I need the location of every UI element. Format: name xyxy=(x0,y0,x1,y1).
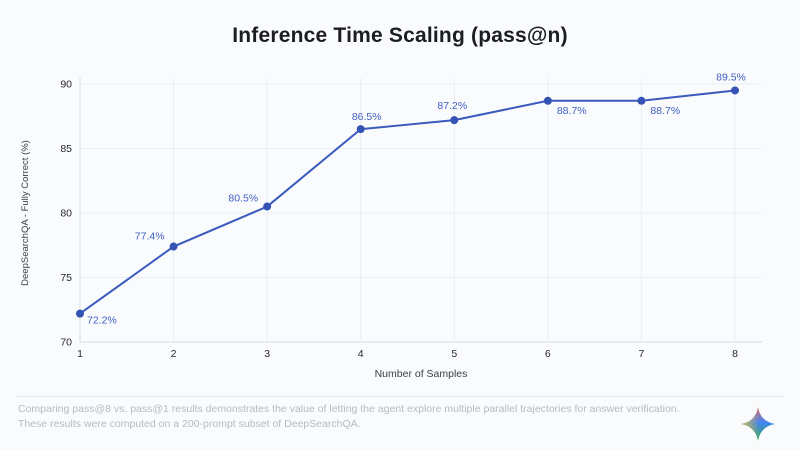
data-point-label: 86.5% xyxy=(352,111,382,123)
data-point-label: 80.5% xyxy=(228,193,258,205)
x-tick-label: 2 xyxy=(171,348,177,360)
data-point xyxy=(543,96,552,105)
footer-caption: Comparing pass@8 vs. pass@1 results demo… xyxy=(18,402,718,432)
footer-caption-line2: These results were computed on a 200-pro… xyxy=(18,418,361,430)
data-point-label: 88.7% xyxy=(650,105,680,117)
data-point xyxy=(450,116,459,125)
data-point-label: 88.7% xyxy=(557,105,587,117)
page-title: Inference Time Scaling (pass@n) xyxy=(232,24,568,47)
data-point xyxy=(263,202,272,211)
x-tick-label: 5 xyxy=(451,348,457,360)
data-point xyxy=(731,86,739,95)
x-tick-label: 8 xyxy=(732,348,738,360)
y-tick-label: 80 xyxy=(60,208,72,220)
x-tick-label: 3 xyxy=(264,348,270,360)
y-tick-label: 70 xyxy=(60,337,72,349)
data-point xyxy=(637,96,646,105)
data-point-label: 77.4% xyxy=(135,231,165,243)
x-axis-title: Number of Samples xyxy=(375,368,468,380)
footer-caption-line1: Comparing pass@8 vs. pass@1 results demo… xyxy=(18,403,680,415)
series-line xyxy=(79,89,736,315)
y-tick-label: 75 xyxy=(60,272,72,284)
y-axis-title: DeepSearchQA - Fully Correct (%) xyxy=(20,140,31,286)
x-tick-label: 1 xyxy=(77,348,83,360)
data-point-label: 89.5% xyxy=(716,71,746,83)
gemini-sparkle-icon xyxy=(741,407,775,441)
x-tick-label: 7 xyxy=(639,348,645,360)
y-tick-label: 85 xyxy=(60,143,72,155)
x-tick-label: 4 xyxy=(358,348,364,360)
data-point xyxy=(76,309,84,318)
data-point-label: 87.2% xyxy=(437,100,467,112)
line-chart: 70 75 80 85 90 1 2 3 4 5 6 7 8 72.2% 77.4% 80.5% 86.5% 87… xyxy=(20,71,762,380)
x-tick-label: 6 xyxy=(545,348,551,360)
data-point xyxy=(356,125,365,134)
data-point-label: 72.2% xyxy=(87,315,117,327)
data-point xyxy=(169,242,178,251)
y-tick-label: 90 xyxy=(60,79,72,91)
footer-divider xyxy=(16,396,784,397)
